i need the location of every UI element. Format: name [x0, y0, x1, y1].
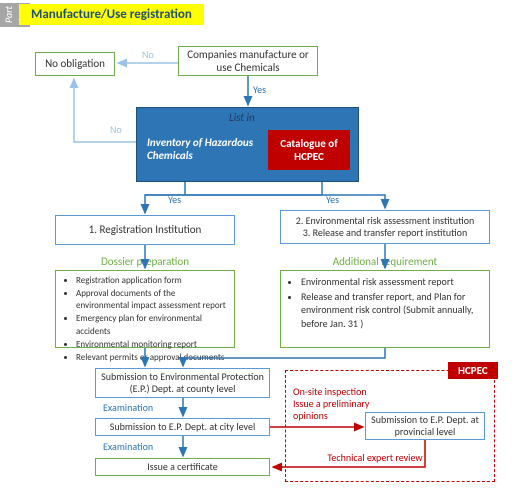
header-addreq: Additional requirement	[280, 255, 490, 268]
node-env-institution: 2. Environmental risk assessment institu…	[280, 210, 490, 244]
label-no-1: No	[142, 48, 154, 61]
node-addreq: Environmental risk assessment report Rel…	[280, 270, 490, 348]
label-yes-3: Yes	[326, 193, 339, 206]
node-issue-cert: Issue a certificate	[95, 458, 270, 476]
label-yes-1: Yes	[253, 83, 266, 96]
label-exam-1: Examination	[103, 401, 153, 414]
node-catalogue: Catalogue of HCPEC	[268, 130, 350, 170]
dossier-item: Relevant permits or approval documents	[76, 352, 228, 364]
page-title: Manufacture/Use registration	[19, 4, 204, 25]
label-tech-review: Technical expert review	[310, 452, 440, 464]
addreq-item: Environmental risk assessment report	[301, 275, 483, 289]
node-reg-institution: 1. Registration Institution	[55, 215, 235, 245]
dossier-item: Emergency plan for environmental acciden…	[76, 313, 228, 337]
node-sub-city: Submission to E.P. Dept. at city level	[95, 418, 270, 436]
label-no-2: No	[110, 123, 122, 136]
label-onsite: On-site inspection Issue a preliminary o…	[293, 386, 403, 422]
dossier-item: Approval documents of the environmental …	[76, 288, 228, 312]
label-yes-2: Yes	[168, 193, 181, 206]
header-dossier: Dossier preparation	[55, 255, 235, 268]
dossier-item: Registration application form	[76, 275, 228, 287]
node-sub-county: Submission to Environmental Protection (…	[95, 368, 270, 398]
label-exam-2: Examination	[103, 440, 153, 453]
dossier-item: Environmental monitoring report	[76, 339, 228, 351]
label-inventory: Inventory of Hazardous Chemicals	[147, 136, 257, 162]
label-list-in: List in	[229, 111, 255, 124]
node-no-obligation: No obligation	[35, 52, 115, 76]
node-companies: Companies manufacture or use Chemicals	[178, 46, 318, 76]
node-dossier: Registration application form Approval d…	[55, 270, 235, 348]
addreq-item: Release and transfer report, and Plan fo…	[301, 290, 483, 331]
hcpec-label: HCPEC	[448, 362, 498, 379]
